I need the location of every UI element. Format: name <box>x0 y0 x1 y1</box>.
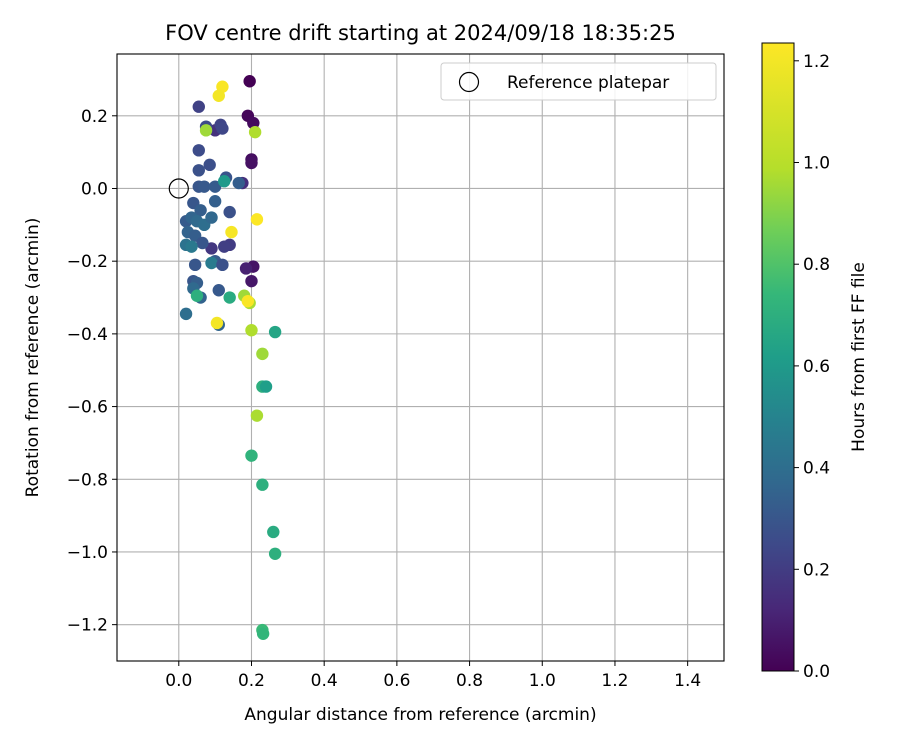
data-point <box>216 122 229 135</box>
data-point <box>248 125 262 139</box>
data-point <box>232 176 245 190</box>
data-point <box>199 124 213 137</box>
y-tick-label: −0.6 <box>67 398 108 418</box>
y-axis-label: Rotation from reference (arcmin) <box>23 218 43 498</box>
data-point <box>194 204 207 217</box>
data-point <box>218 240 231 253</box>
colorbar-tick-label: 1.2 <box>803 52 830 72</box>
data-point <box>256 478 269 491</box>
colorbar-tick-label: 0.0 <box>803 662 830 682</box>
y-tick-label: −0.4 <box>67 325 108 345</box>
x-axis-label: Angular distance from reference (arcmin) <box>244 705 596 725</box>
data-point <box>259 380 273 393</box>
x-tick-label: 1.0 <box>529 671 556 691</box>
data-point <box>188 258 202 272</box>
y-tick-label: −1.0 <box>67 543 108 563</box>
colorbar-tick-label: 0.6 <box>803 357 830 377</box>
data-point <box>205 256 218 270</box>
data-point <box>179 307 193 321</box>
data-point <box>268 325 282 339</box>
x-tick-label: 0.4 <box>311 671 338 691</box>
colorbar-tick-label: 0.8 <box>803 255 830 275</box>
x-tick-label: 0.2 <box>238 671 265 691</box>
colorbar-tick-label: 1.0 <box>803 153 830 173</box>
data-point <box>208 180 222 193</box>
y-tick-label: −0.2 <box>67 252 108 272</box>
chart-title: FOV centre drift starting at 2024/09/18 … <box>165 21 676 45</box>
legend-reference-marker <box>458 71 480 93</box>
data-point <box>218 175 231 188</box>
data-point <box>205 211 218 224</box>
colorbar-tick-label: 0.4 <box>803 459 830 479</box>
data-point <box>241 294 255 308</box>
colorbar-tick-label: 0.2 <box>803 560 830 580</box>
data-point <box>192 100 205 113</box>
data-point <box>245 274 258 288</box>
data-point <box>196 236 209 250</box>
data-point <box>210 316 224 330</box>
data-point <box>205 242 218 255</box>
y-tick-label: 0.2 <box>81 107 108 127</box>
data-point <box>185 240 198 253</box>
data-point <box>192 144 205 157</box>
x-tick-label: 1.2 <box>601 671 628 691</box>
legend-label-reference: Reference platepar <box>507 73 669 93</box>
colorbar-ticks: 0.0 0.2 0.4 0.6 0.8 1.0 1.2 <box>794 52 830 682</box>
data-point <box>243 75 256 88</box>
data-point <box>245 449 258 462</box>
colorbar: 0.0 0.2 0.4 0.6 0.8 1.0 1.2 Hours from first F… <box>761 42 869 682</box>
x-tick-label: 0.8 <box>456 671 483 691</box>
data-point <box>198 180 211 193</box>
data-point <box>250 409 264 422</box>
y-tick-label: −0.8 <box>67 470 108 490</box>
data-point <box>212 284 225 297</box>
data-points <box>179 75 282 640</box>
data-point <box>268 547 282 560</box>
data-point <box>256 627 270 640</box>
data-point <box>245 156 258 170</box>
data-point <box>256 347 269 361</box>
data-point <box>225 225 238 239</box>
y-tick-label: −1.2 <box>67 616 108 636</box>
y-axis-ticks: 0.2 0.0 −0.2 −0.4 −0.6 −0.8 −1.0 −1.2 <box>67 107 117 636</box>
data-point <box>216 258 229 272</box>
legend: Reference platepar <box>440 62 717 101</box>
reference-marker-layer <box>168 178 189 199</box>
x-tick-label: 0.6 <box>383 671 410 691</box>
colorbar-label: Hours from first FF file <box>849 262 869 452</box>
data-point <box>223 291 236 304</box>
data-point <box>250 213 264 226</box>
data-point <box>239 262 253 275</box>
plot-frame <box>116 53 725 662</box>
x-axis-ticks: 0.0 0.2 0.4 0.6 0.8 1.0 1.2 1.4 <box>165 661 701 691</box>
colorbar-gradient <box>761 42 795 672</box>
reference-platepar-marker <box>168 178 189 199</box>
data-point <box>208 195 222 208</box>
data-point <box>203 158 216 172</box>
data-point <box>245 324 258 337</box>
data-point <box>267 525 280 539</box>
data-point <box>192 164 205 177</box>
data-point <box>223 205 236 219</box>
x-tick-label: 0.0 <box>165 671 192 691</box>
data-point <box>212 89 225 102</box>
x-tick-label: 1.4 <box>674 671 701 691</box>
data-point <box>190 289 204 302</box>
y-tick-label: 0.0 <box>81 179 108 199</box>
legend-box <box>440 62 717 101</box>
grid-lines <box>117 54 724 661</box>
